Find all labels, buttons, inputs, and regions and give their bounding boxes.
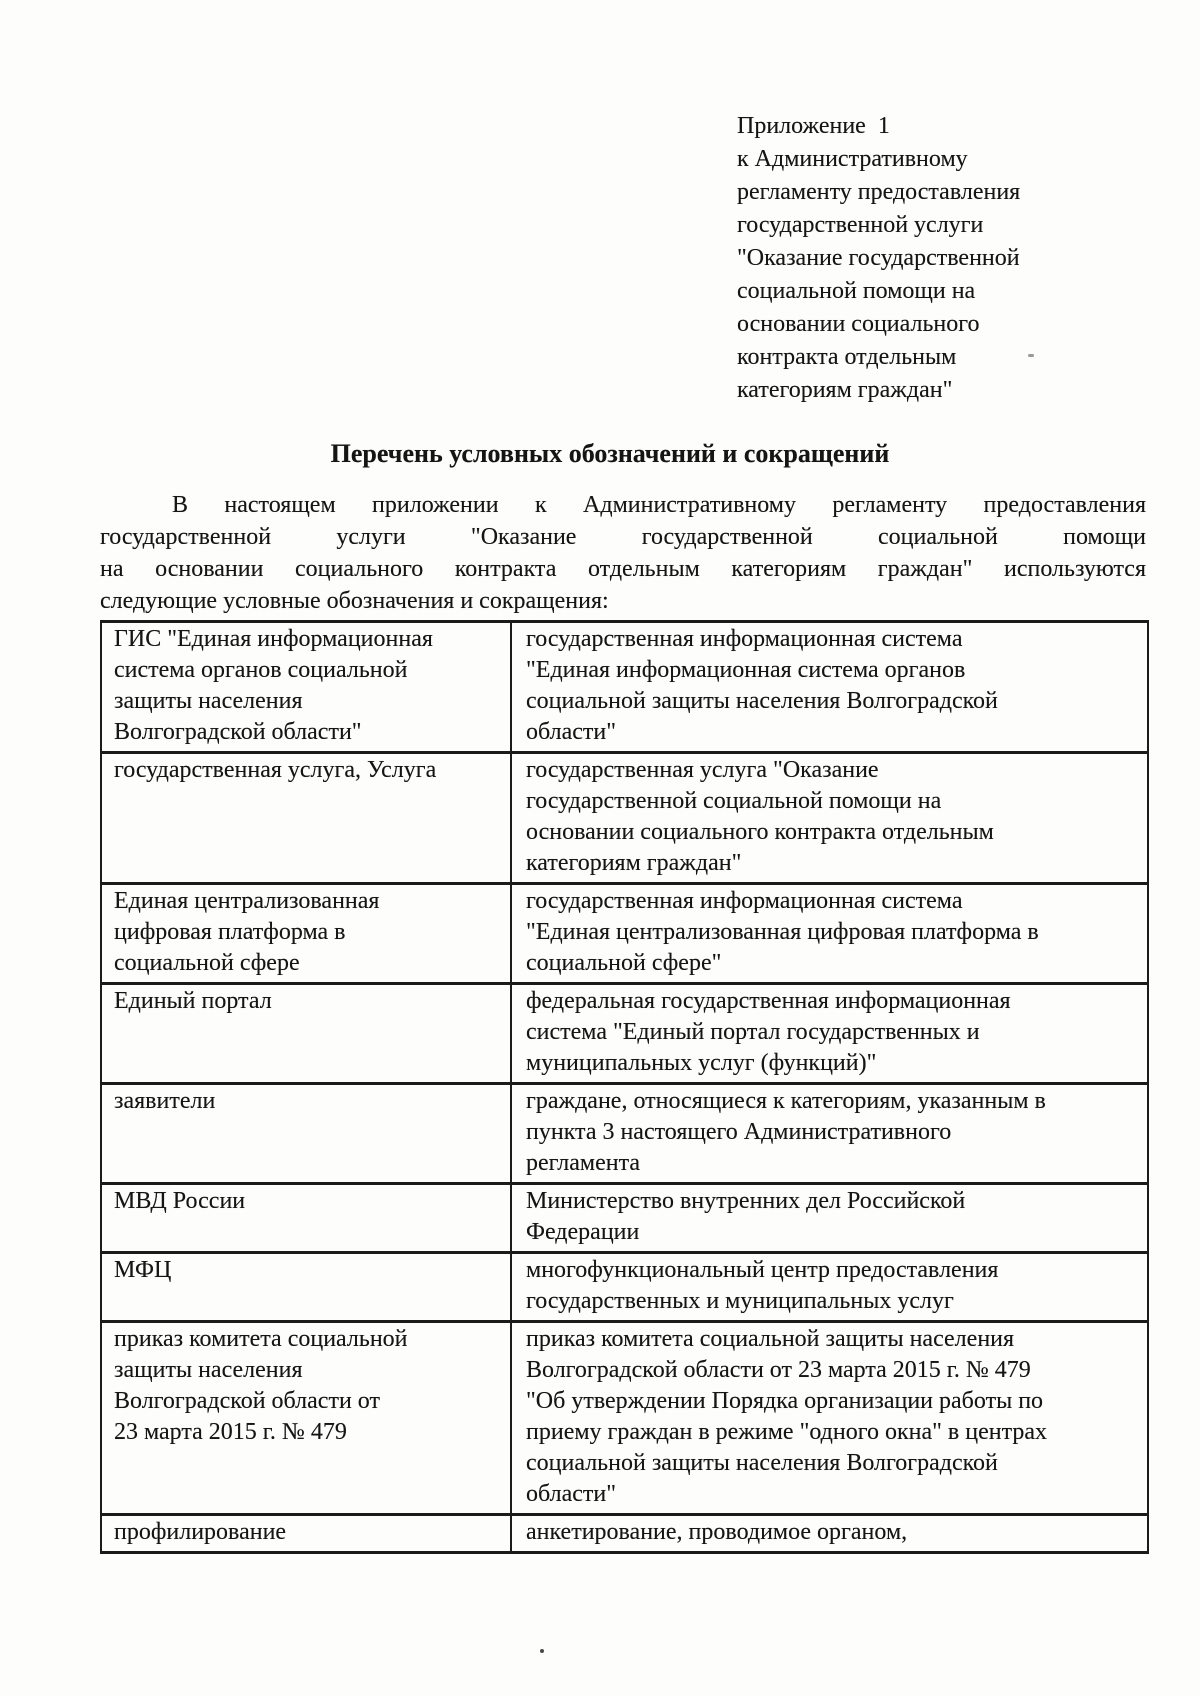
definition-cell: граждане, относящиеся к категориям, указ… bbox=[510, 1082, 1149, 1185]
text-line: области" bbox=[526, 1481, 617, 1507]
table-row: ГИС "Единая информационная система органо… bbox=[100, 620, 1149, 754]
text-line: государственной услуги bbox=[737, 212, 984, 238]
text-line: Единая централизованная bbox=[114, 888, 380, 914]
text-line: следующие условные обозначения и сокраще… bbox=[100, 588, 609, 614]
text-line: федеральная государственная информационн… bbox=[526, 988, 1011, 1014]
text-line: государственная информационная система bbox=[526, 888, 963, 914]
text-line: заявители bbox=[114, 1088, 216, 1114]
text-line: области" bbox=[526, 719, 617, 745]
table-row: приказ комитета социальной защиты населен… bbox=[100, 1320, 1149, 1516]
text-line: "Единая централизованная цифровая платфо… bbox=[526, 919, 1039, 945]
table-row: государственная услуга, Услуга государств… bbox=[100, 751, 1149, 885]
table-row: Единая централизованная цифровая платформ… bbox=[100, 882, 1149, 985]
text-line: государственная услуга "Оказание bbox=[526, 757, 879, 783]
text-line: многофункциональный центр предоставления bbox=[526, 1257, 999, 1283]
text-line: Волгоградской области от bbox=[114, 1388, 380, 1414]
text-line: государственная информационная система bbox=[526, 626, 963, 652]
term-cell: Единый портал bbox=[100, 982, 512, 1085]
definition-cell: многофункциональный центр предоставления… bbox=[510, 1251, 1149, 1323]
text-line: система органов социальной bbox=[114, 657, 408, 683]
text-line: защиты населения bbox=[114, 688, 303, 714]
text-line: основании социального bbox=[737, 311, 980, 337]
definition-cell: Министерство внутренних дел Российской Фе… bbox=[510, 1182, 1149, 1254]
text-line: категориям граждан" bbox=[737, 377, 953, 403]
table-row: профилирование анкетирование, проводимое … bbox=[100, 1513, 1149, 1554]
text-line: МВД России bbox=[114, 1188, 246, 1214]
term-cell: профилирование bbox=[100, 1513, 512, 1554]
text-line: система "Единый портал государственных и bbox=[526, 1019, 980, 1045]
text-line: основании социального контракта отдельны… bbox=[526, 819, 994, 845]
term-cell: Единая централизованная цифровая платформ… bbox=[100, 882, 512, 985]
text-line: муниципальных услуг (функций)" bbox=[526, 1050, 877, 1076]
term-cell: ГИС "Единая информационная система органо… bbox=[100, 620, 512, 754]
definition-cell: государственная информационная система "Е… bbox=[510, 882, 1149, 985]
text-line: граждане, относящиеся к категориям, указ… bbox=[526, 1088, 1046, 1114]
text-line: В настоящем приложении к Административно… bbox=[172, 492, 1146, 518]
text-line: государственных и муниципальных услуг bbox=[526, 1288, 954, 1314]
scan-artifact-dot bbox=[1028, 354, 1034, 357]
text-line: социальной сфере" bbox=[526, 950, 722, 976]
definition-cell: государственная информационная система "Е… bbox=[510, 620, 1149, 754]
text-line: Единый портал bbox=[114, 988, 272, 1014]
text-line: государственной социальной помощи на bbox=[526, 788, 942, 814]
text-line: приему граждан в режиме "одного окна" в … bbox=[526, 1419, 1048, 1445]
text-line: Волгоградской области" bbox=[114, 719, 362, 745]
table-row: заявители граждане, относящиеся к категор… bbox=[100, 1082, 1149, 1185]
text-line: ГИС "Единая информационная bbox=[114, 626, 433, 652]
text-line: Приложение 1 bbox=[737, 113, 890, 139]
text-line: регламенту предоставления bbox=[737, 179, 1021, 205]
page-title: Перечень условных обозначений и сокращен… bbox=[330, 439, 890, 468]
text-line: "Единая информационная система органов bbox=[526, 657, 966, 683]
text-line: контракта отдельным bbox=[737, 344, 957, 370]
text-line: пункта 3 настоящего Административного bbox=[526, 1119, 952, 1145]
text-line: приказ комитета социальной bbox=[114, 1326, 408, 1352]
text-line: "Об утверждении Порядка организации рабо… bbox=[526, 1388, 1044, 1414]
text-line: Федерации bbox=[526, 1219, 640, 1245]
text-line: социальной защиты населения Волгоградско… bbox=[526, 688, 998, 714]
text-line: государственная услуга, Услуга bbox=[114, 757, 437, 783]
text-line: приказ комитета социальной защиты населе… bbox=[526, 1326, 1015, 1352]
text-line: регламента bbox=[526, 1150, 641, 1176]
scan-artifact-dot bbox=[540, 1649, 544, 1653]
text-line: социальной сфере bbox=[114, 950, 300, 976]
text-line: цифровая платформа в bbox=[114, 919, 346, 945]
definition-cell: федеральная государственная информационн… bbox=[510, 982, 1149, 1085]
text-line: государственной услуги "Оказание государ… bbox=[100, 524, 1146, 550]
text-line: "Оказание государственной bbox=[737, 245, 1020, 271]
text-line: на основании социального контракта отдел… bbox=[100, 556, 1146, 582]
text-line: защиты населения bbox=[114, 1357, 303, 1383]
term-cell: государственная услуга, Услуга bbox=[100, 751, 512, 885]
intro-paragraph: В настоящем приложении к Административно… bbox=[100, 489, 1146, 617]
term-cell: МВД России bbox=[100, 1182, 512, 1254]
text-line: профилирование bbox=[114, 1519, 287, 1545]
text-line: к Административному bbox=[737, 146, 968, 172]
term-cell: заявители bbox=[100, 1082, 512, 1185]
table-row: МВД России Министерство внутренних дел Ро… bbox=[100, 1182, 1149, 1254]
text-line: МФЦ bbox=[114, 1257, 172, 1283]
term-cell: МФЦ bbox=[100, 1251, 512, 1323]
appendix-reference-block: Приложение 1 к Административному регламент… bbox=[737, 110, 1157, 407]
text-line: социальной помощи на bbox=[737, 278, 976, 304]
text-line: социальной защиты населения Волгоградско… bbox=[526, 1450, 998, 1476]
text-line: Министерство внутренних дел Российской bbox=[526, 1188, 966, 1214]
text-line: анкетирование, проводимое органом, bbox=[526, 1519, 908, 1545]
abbreviations-table: ГИС "Единая информационная система органо… bbox=[100, 620, 1149, 1554]
table-row: МФЦ многофункциональный центр предоставле… bbox=[100, 1251, 1149, 1323]
text-line: категориям граждан" bbox=[526, 850, 742, 876]
definition-cell: государственная услуга "Оказание государс… bbox=[510, 751, 1149, 885]
text-line: 23 марта 2015 г. № 479 bbox=[114, 1419, 347, 1445]
definition-cell: анкетирование, проводимое органом, bbox=[510, 1513, 1149, 1554]
table-row: Единый портал федеральная государственная… bbox=[100, 982, 1149, 1085]
definition-cell: приказ комитета социальной защиты населе… bbox=[510, 1320, 1149, 1516]
term-cell: приказ комитета социальной защиты населен… bbox=[100, 1320, 512, 1516]
text-line: Волгоградской области от 23 марта 2015 г… bbox=[526, 1357, 1031, 1383]
